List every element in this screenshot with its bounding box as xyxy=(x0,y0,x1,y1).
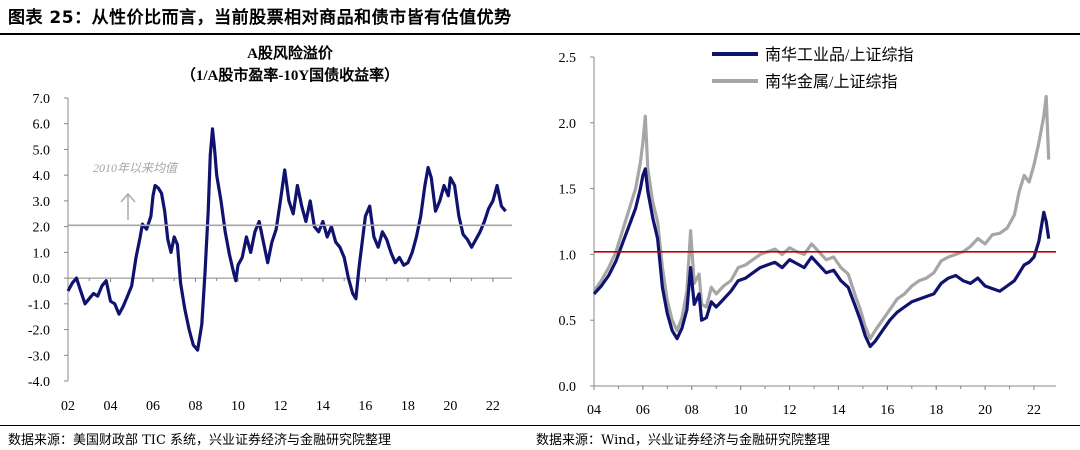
left-chart-reference-label: 2010年以来均值 xyxy=(93,161,179,175)
left-chart-reference-arrow-head xyxy=(120,192,136,203)
left-chart-y-tick-label: 2.0 xyxy=(33,221,51,236)
left-chart-y-tick-label: 5.0 xyxy=(33,143,51,158)
left-chart-y-tick-label: 1.0 xyxy=(33,246,51,261)
left-chart-y-tick-label: -4.0 xyxy=(28,375,50,390)
left-chart-subtitle: （1/A股市盈率-10Y国债收益率） xyxy=(181,66,399,84)
right-chart-legend-label: 南华工业品/上证综指 xyxy=(765,46,913,64)
left-chart-title: A股风险溢价 xyxy=(247,44,334,62)
left-chart-y-tick-label: 7.0 xyxy=(33,92,51,107)
left-chart-x-tick-label: 22 xyxy=(486,399,500,414)
bottom-rule xyxy=(0,425,1080,426)
right-chart-y-tick-label: 1.5 xyxy=(559,183,577,198)
right-chart-legend-label: 南华金属/上证综指 xyxy=(765,73,897,91)
right-chart-x-tick-label: 14 xyxy=(831,403,845,418)
right-chart-x-tick-label: 06 xyxy=(636,403,650,418)
left-chart-series-premium-line xyxy=(66,127,507,352)
right-chart-x-tick-label: 10 xyxy=(734,403,748,418)
page-title: 图表 25：从性价比而言，当前股票相对商品和债市皆有估值优势 xyxy=(8,8,512,28)
right-chart-y-tick-label: 2.0 xyxy=(559,117,577,132)
right-chart-y-tick-label: 0.5 xyxy=(559,314,577,329)
left-chart-y-tick-label: 0.0 xyxy=(33,272,51,287)
right-chart-x-tick-label: 12 xyxy=(783,403,797,418)
left-chart-y-tick-label: -1.0 xyxy=(28,298,50,313)
left-chart-x-tick-label: 06 xyxy=(146,399,160,414)
right-chart-series-industrial-line xyxy=(592,167,1051,349)
right-chart-y-tick-label: 2.5 xyxy=(559,51,577,66)
left-chart-x-tick-label: 04 xyxy=(103,399,117,414)
left-chart-x-tick-label: 02 xyxy=(61,399,75,414)
source-note-right: 数据来源：Wind，兴业证券经济与金融研究院整理 xyxy=(536,433,830,448)
right-chart-x-tick-label: 22 xyxy=(1027,403,1041,418)
left-chart-x-tick-label: 16 xyxy=(358,399,372,414)
right-chart-x-tick-label: 08 xyxy=(685,403,699,418)
right-chart-y-tick-label: 0.0 xyxy=(559,380,577,395)
left-chart-y-tick-label: -2.0 xyxy=(28,324,50,339)
left-chart-x-tick-label: 18 xyxy=(401,399,415,414)
right-chart-x-tick-label: 18 xyxy=(929,403,943,418)
title-rule xyxy=(0,33,1080,35)
left-chart-x-tick-label: 12 xyxy=(273,399,287,414)
right-chart-x-tick-label: 16 xyxy=(880,403,894,418)
source-note-left: 数据来源：美国财政部 TIC 系统，兴业证券经济与金融研究院整理 xyxy=(8,433,392,448)
left-chart-x-tick-label: 10 xyxy=(231,399,245,414)
right-chart-y-tick-label: 1.0 xyxy=(559,248,577,263)
right-chart-series-metals-line xyxy=(592,94,1051,341)
left-chart-y-tick-label: 6.0 xyxy=(33,118,51,133)
right-chart-x-tick-label: 04 xyxy=(587,403,601,418)
left-chart-x-tick-label: 08 xyxy=(188,399,202,414)
right-chart-x-tick-label: 20 xyxy=(978,403,992,418)
left-chart-x-tick-label: 20 xyxy=(443,399,457,414)
left-chart-y-tick-label: 4.0 xyxy=(33,169,51,184)
left-chart-y-tick-label: -3.0 xyxy=(28,349,50,364)
left-chart-y-tick-label: 3.0 xyxy=(33,195,51,210)
left-chart-x-tick-label: 14 xyxy=(316,399,330,414)
